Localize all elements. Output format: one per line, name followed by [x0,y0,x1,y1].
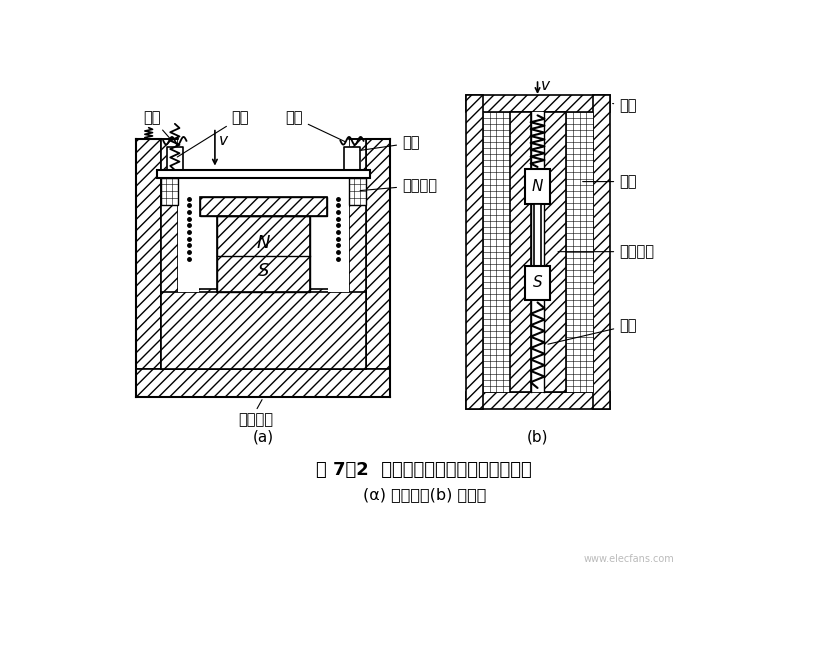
Bar [544,111,566,392]
Text: 弹簧: 弹簧 [143,110,171,140]
Text: S: S [257,262,269,280]
Bar [531,111,544,392]
Text: (α) 动圈式；(b) 动铁式: (α) 动圈式；(b) 动铁式 [362,487,485,503]
Bar [509,111,531,392]
Bar [348,139,366,356]
Text: www.elecfans.com: www.elecfans.com [583,554,674,564]
Text: 补偿线圈: 补偿线圈 [360,178,437,193]
Bar [157,170,369,178]
Bar [160,292,366,369]
Bar [200,197,326,216]
Bar [466,94,482,409]
Text: S: S [532,275,542,290]
Text: 永久磁铁: 永久磁铁 [557,244,653,259]
Bar [217,216,309,292]
Text: (a): (a) [252,430,274,444]
Text: 图 7－2  恒磁通式磁电传感器结构原理图: 图 7－2 恒磁通式磁电传感器结构原理图 [316,461,532,479]
Bar [160,178,178,204]
Text: 线圈: 线圈 [582,174,636,189]
Bar [482,111,592,392]
Bar [366,139,390,369]
Bar [136,139,160,369]
Bar [178,139,198,292]
Text: 磁轭: 磁轭 [360,136,419,151]
Text: v: v [541,78,550,93]
Text: (b): (b) [526,430,547,444]
Bar [200,197,326,216]
Bar [327,139,348,292]
Text: 极掌: 极掌 [177,110,249,157]
Bar [136,369,390,397]
Bar [466,94,609,111]
Text: 永久磁铁: 永久磁铁 [238,413,273,428]
Text: v: v [218,133,227,148]
Text: 弹簧: 弹簧 [547,318,636,344]
Text: N: N [531,179,543,193]
Bar [482,111,509,392]
Bar [160,289,366,369]
Bar [533,204,541,265]
Bar [160,139,178,356]
Bar [524,170,549,204]
Bar [592,94,609,409]
Bar [348,178,366,204]
Text: 壳体: 壳体 [612,98,636,114]
Bar [466,392,609,409]
Bar [217,216,309,292]
Bar [566,111,592,392]
Text: 线圈: 线圈 [285,110,345,142]
Bar [524,265,549,300]
Text: N: N [256,234,270,252]
Bar [160,139,366,369]
